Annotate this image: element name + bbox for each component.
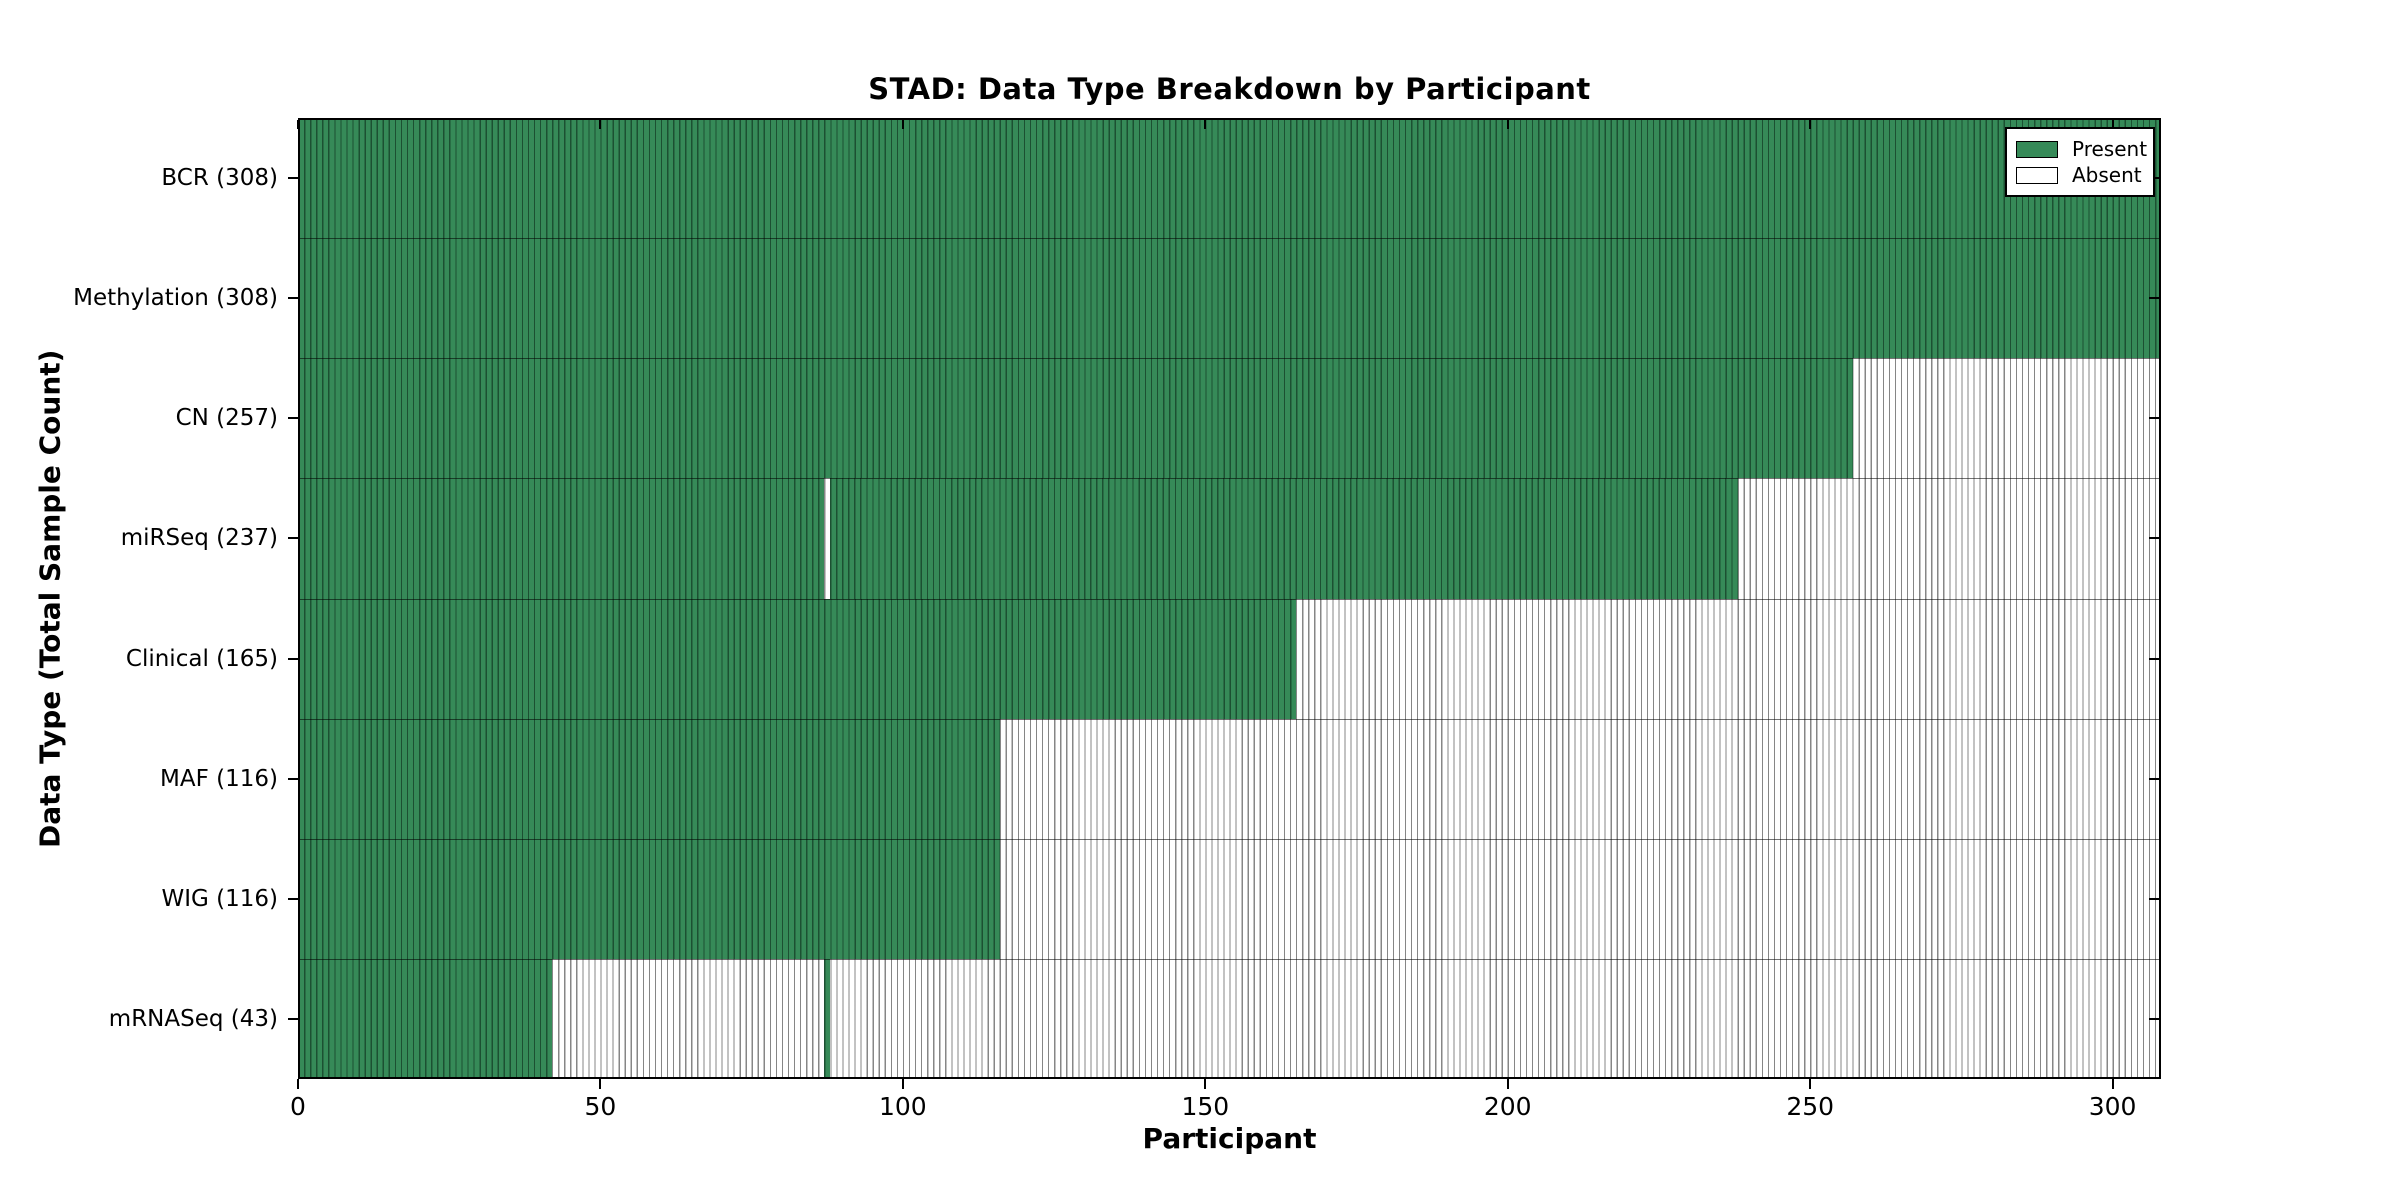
y-tick-mark-right <box>2149 417 2159 420</box>
x-tick-label-200: 200 <box>1483 1092 1532 1121</box>
legend-entry-absent: Absent <box>2016 162 2143 188</box>
x-tick-mark <box>901 1079 904 1089</box>
y-tick-mark-right <box>2149 1017 2159 1020</box>
y-axis-title: Data Type (Total Sample Count) <box>33 349 67 848</box>
y-tick-label-methylation: Methylation (308) <box>73 285 278 312</box>
x-tick-mark <box>2111 1079 2114 1089</box>
x-tick-mark-top <box>1204 120 1207 129</box>
row-boundary-line <box>298 718 2161 720</box>
x-tick-label-0: 0 <box>290 1092 306 1121</box>
row-boundary-line <box>298 958 2161 960</box>
y-tick-mark <box>288 657 298 660</box>
row-wig <box>298 838 2161 959</box>
legend-label-absent: Absent <box>2072 163 2142 187</box>
legend-entry-present: Present <box>2016 136 2147 162</box>
y-tick-label-wig: WIG (116) <box>161 885 278 912</box>
x-tick-label-50: 50 <box>584 1092 617 1121</box>
chart-title: STAD: Data Type Breakdown by Participant <box>868 72 1591 106</box>
x-tick-label-250: 250 <box>1786 1092 1835 1121</box>
x-tick-mark <box>599 1079 602 1089</box>
x-tick-mark <box>1809 1079 1812 1089</box>
present-segment-clinical <box>298 598 1297 719</box>
row-methylation <box>298 238 2161 359</box>
row-boundary-line <box>298 238 2161 240</box>
row-boundary-line <box>298 838 2161 840</box>
y-tick-mark <box>288 417 298 420</box>
present-segment-bcr <box>298 118 2161 239</box>
y-tick-mark-right <box>2149 897 2159 900</box>
x-tick-mark-top <box>1809 120 1812 129</box>
row-mirseq <box>298 478 2161 599</box>
row-clinical <box>298 598 2161 719</box>
x-tick-mark-top <box>599 120 602 129</box>
y-tick-mark <box>288 537 298 540</box>
present-segment-mirseq <box>830 478 1738 599</box>
legend: Present Absent <box>2005 127 2155 197</box>
present-segment-maf <box>298 718 1000 839</box>
x-tick-label-100: 100 <box>879 1092 927 1121</box>
x-tick-mark-top <box>297 120 299 129</box>
y-tick-mark-right <box>2149 297 2159 300</box>
y-tick-mark-right <box>2149 537 2159 540</box>
row-boundary-line <box>298 598 2161 600</box>
y-tick-label-mirseq: miRSeq (237) <box>120 525 278 552</box>
present-segment-mrnaseq <box>824 958 831 1079</box>
x-tick-label-150: 150 <box>1181 1092 1230 1121</box>
y-tick-label-cn: CN (257) <box>175 405 278 432</box>
x-tick-mark <box>1204 1079 1207 1089</box>
present-swatch-icon <box>2016 140 2058 158</box>
x-tick-mark <box>297 1079 299 1089</box>
y-tick-mark <box>288 297 298 300</box>
row-maf <box>298 718 2161 839</box>
row-bcr <box>298 118 2161 239</box>
x-tick-mark <box>1506 1079 1509 1089</box>
row-cn <box>298 358 2161 479</box>
x-tick-mark-top <box>1506 120 1509 129</box>
present-segment-mrnaseq <box>298 958 553 1079</box>
present-segment-mirseq <box>298 478 825 599</box>
row-boundary-line <box>298 358 2161 360</box>
y-tick-mark <box>288 777 298 780</box>
legend-label-present: Present <box>2072 137 2148 161</box>
y-tick-label-mrnaseq: mRNASeq (43) <box>108 1005 278 1032</box>
y-tick-mark <box>288 177 298 180</box>
y-tick-mark-right <box>2149 777 2159 780</box>
x-tick-mark-top <box>901 120 904 129</box>
y-tick-mark-right <box>2149 657 2159 660</box>
present-segment-wig <box>298 838 1000 959</box>
y-tick-label-bcr: BCR (308) <box>161 165 278 192</box>
x-tick-label-300: 300 <box>2088 1092 2137 1121</box>
x-axis-title: Participant <box>1142 1122 1317 1155</box>
row-mrnaseq <box>298 958 2161 1079</box>
y-tick-mark <box>288 1017 298 1020</box>
present-segment-methylation <box>298 238 2161 359</box>
present-segment-cn <box>298 358 1853 479</box>
y-tick-label-maf: MAF (116) <box>160 765 278 792</box>
row-boundary-line <box>298 478 2161 480</box>
y-tick-mark <box>288 897 298 900</box>
plot-area <box>298 118 2161 1079</box>
y-tick-label-clinical: Clinical (165) <box>125 645 278 672</box>
x-tick-mark-top <box>2111 120 2114 129</box>
absent-swatch-icon <box>2016 166 2058 184</box>
